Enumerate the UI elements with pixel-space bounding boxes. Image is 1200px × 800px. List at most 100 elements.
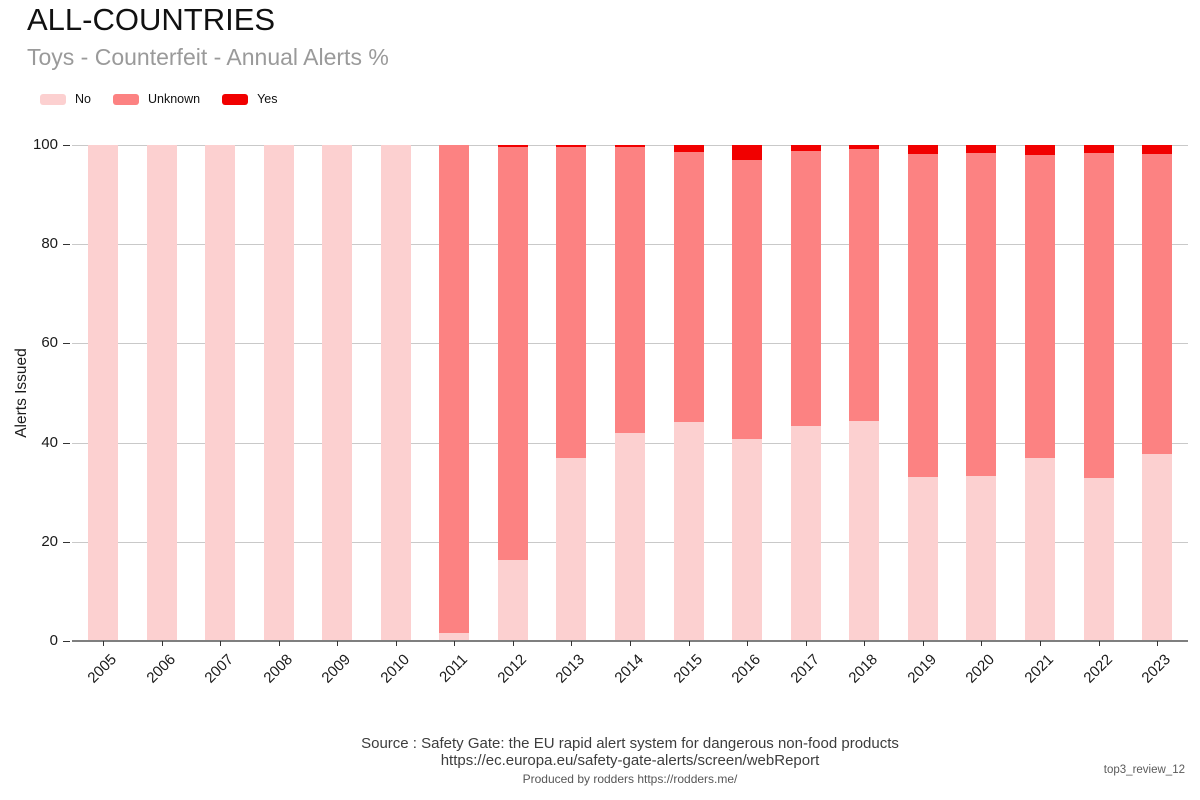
y-tick-mark bbox=[63, 541, 70, 543]
x-tick-label-2016: 2016 bbox=[728, 651, 765, 687]
x-tick-mark bbox=[864, 641, 866, 646]
bar-segment-no bbox=[146, 145, 177, 641]
x-tick-label-2018: 2018 bbox=[845, 651, 882, 687]
x-tick-mark bbox=[688, 641, 690, 646]
x-tick-label-2011: 2011 bbox=[436, 651, 472, 686]
x-axis-line bbox=[72, 640, 1188, 642]
bar-2016 bbox=[732, 145, 763, 641]
x-tick-mark bbox=[278, 641, 280, 646]
bar-segment-no bbox=[1142, 454, 1173, 641]
x-tick-mark bbox=[395, 641, 397, 646]
bar-segment-yes bbox=[1083, 145, 1114, 153]
y-tick-label: 0 bbox=[49, 632, 58, 649]
x-tick-label-2008: 2008 bbox=[260, 651, 296, 687]
footer: Source : Safety Gate: the EU rapid alert… bbox=[72, 735, 1188, 787]
x-tick-mark bbox=[805, 641, 807, 646]
y-tick-label: 80 bbox=[41, 235, 58, 253]
bar-segment-no bbox=[615, 433, 646, 641]
bar-segment-no bbox=[1024, 458, 1055, 641]
bar-segment-no bbox=[1083, 477, 1114, 641]
y-tick-mark bbox=[63, 244, 70, 246]
bar-2014 bbox=[615, 145, 646, 641]
x-tick-label-2007: 2007 bbox=[201, 651, 238, 687]
x-tick-label-2017: 2017 bbox=[787, 651, 823, 687]
plot-area: 0 20 40 60 80 100 2005 2006 2007 2008 2009 2010 2011… bbox=[33, 136, 1188, 687]
legend-item-no: No bbox=[40, 92, 91, 106]
bar-segment-yes bbox=[849, 145, 880, 149]
y-tick-label: 60 bbox=[41, 334, 58, 352]
x-tick-label-2005: 2005 bbox=[84, 651, 121, 687]
bar-segment-no bbox=[439, 632, 470, 641]
bar-segment-yes bbox=[497, 145, 528, 147]
x-tick-mark bbox=[747, 641, 749, 646]
x-tick-label-2014: 2014 bbox=[611, 651, 648, 687]
bar-segment-unknown bbox=[849, 148, 880, 422]
legend-swatch-icon bbox=[222, 93, 249, 105]
x-tick-label-2023: 2023 bbox=[1138, 651, 1175, 687]
bar-segment-no bbox=[849, 421, 880, 641]
legend-swatch-icon bbox=[112, 93, 139, 105]
bar-segment-yes bbox=[907, 145, 938, 155]
legend-item-unknown: Unknown bbox=[112, 92, 201, 106]
bar-segment-unknown bbox=[615, 146, 646, 434]
bar-2007 bbox=[205, 145, 236, 641]
y-tick-label: 20 bbox=[41, 532, 58, 550]
bar-2020 bbox=[966, 145, 997, 641]
x-tick-mark bbox=[922, 641, 924, 646]
bar-segment-no bbox=[88, 145, 118, 641]
bar-segment-no bbox=[322, 145, 353, 641]
y-tick-label: 100 bbox=[32, 136, 58, 153]
x-tick-mark bbox=[161, 641, 163, 646]
x-tick-label-2012: 2012 bbox=[494, 651, 530, 687]
bar-2023 bbox=[1142, 145, 1173, 641]
bar-segment-unknown bbox=[966, 152, 997, 476]
bar-segment-no bbox=[673, 422, 704, 641]
bar-2008 bbox=[263, 145, 294, 641]
legend-label: Unknown bbox=[147, 92, 201, 106]
x-tick-label-2010: 2010 bbox=[377, 651, 413, 687]
report-id-annotation: top3_review_12 bbox=[1103, 764, 1185, 776]
x-tick-label-2015: 2015 bbox=[669, 651, 706, 687]
bar-segment-no bbox=[497, 559, 528, 641]
bar-segment-no bbox=[205, 145, 236, 641]
bar-segment-yes bbox=[966, 145, 997, 153]
bar-2006 bbox=[146, 145, 177, 641]
bar-segment-no bbox=[263, 145, 294, 641]
legend: No Unknown Yes bbox=[40, 92, 278, 106]
bar-segment-unknown bbox=[732, 159, 763, 439]
bar-segment-unknown bbox=[673, 152, 704, 423]
chart-title: ALL-COUNTRIES bbox=[27, 2, 276, 37]
y-tick-mark bbox=[63, 641, 70, 642]
bar-segment-unknown bbox=[439, 145, 470, 633]
y-tick-mark bbox=[63, 343, 70, 345]
x-tick-label-2020: 2020 bbox=[962, 651, 999, 687]
x-tick-label-2022: 2022 bbox=[1079, 651, 1116, 687]
bar-segment-no bbox=[790, 426, 821, 641]
x-tick-mark bbox=[1157, 641, 1159, 646]
bar-segment-unknown bbox=[556, 146, 587, 458]
source-line-2: https://ec.europa.eu/safety-gate-alerts/… bbox=[440, 752, 820, 769]
legend-label: Yes bbox=[257, 92, 278, 106]
legend-swatch-icon bbox=[40, 93, 66, 105]
bar-2011 bbox=[439, 145, 470, 641]
bar-segment-no bbox=[966, 475, 997, 641]
x-tick-label-2006: 2006 bbox=[142, 651, 179, 687]
bar-segment-unknown bbox=[907, 154, 938, 477]
bar-2012 bbox=[497, 145, 528, 641]
bar-segment-unknown bbox=[1142, 154, 1173, 455]
bar-segment-unknown bbox=[1083, 152, 1114, 478]
x-tick-mark bbox=[220, 641, 222, 646]
bar-2010 bbox=[380, 145, 411, 641]
bar-segment-no bbox=[907, 476, 938, 641]
bar-2022 bbox=[1083, 145, 1114, 641]
x-tick-label-2019: 2019 bbox=[904, 651, 940, 687]
y-axis-label: Alerts Issued bbox=[13, 348, 30, 438]
x-tick-mark bbox=[1098, 641, 1100, 646]
bar-2017 bbox=[790, 145, 821, 641]
bar-2018 bbox=[849, 145, 880, 641]
x-tick-label-2021: 2021 bbox=[1021, 651, 1057, 687]
y-tick-label: 40 bbox=[41, 433, 58, 451]
legend-item-yes: Yes bbox=[222, 92, 278, 106]
x-tick-mark bbox=[571, 641, 573, 646]
bar-segment-no bbox=[732, 438, 763, 641]
